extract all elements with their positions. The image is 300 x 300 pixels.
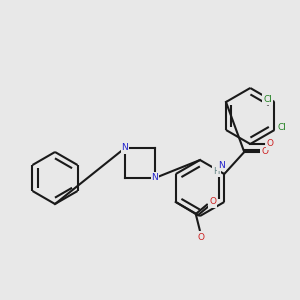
Text: Cl: Cl bbox=[263, 94, 272, 103]
Text: N: N bbox=[218, 160, 225, 169]
Text: O: O bbox=[262, 148, 269, 157]
Text: O: O bbox=[267, 140, 274, 148]
Text: Cl: Cl bbox=[277, 122, 286, 131]
Text: N: N bbox=[122, 143, 128, 152]
Text: O: O bbox=[209, 197, 216, 206]
Text: N: N bbox=[152, 173, 158, 182]
Text: O: O bbox=[197, 232, 204, 242]
Text: H: H bbox=[213, 167, 219, 176]
